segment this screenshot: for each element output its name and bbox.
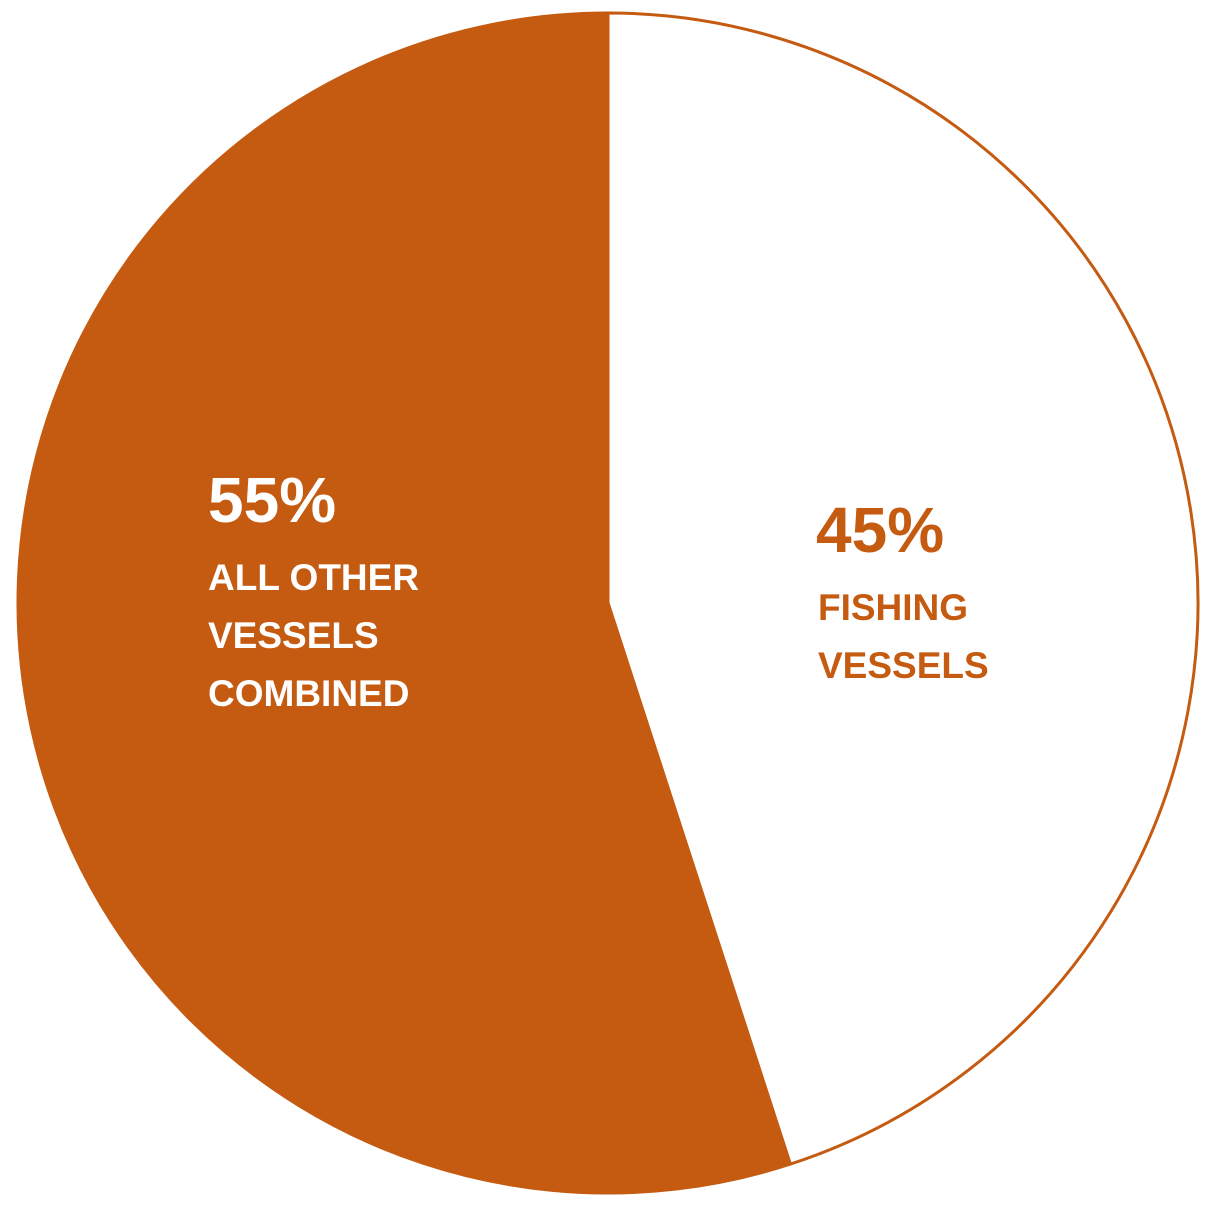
slice-label-fishing: 45% FISHING VESSELS bbox=[816, 494, 989, 686]
pie-slice-other bbox=[16, 11, 792, 1195]
slice-label-fishing-line-2: VESSELS bbox=[818, 645, 989, 686]
slice-label-other-line-3: COMBINED bbox=[208, 673, 409, 714]
slice-label-other-line-2: VESSELS bbox=[208, 615, 379, 656]
slices-layer bbox=[16, 11, 1200, 1195]
pie-slice-fishing bbox=[606, 11, 1200, 1166]
slice-label-other-line-1: ALL OTHER bbox=[208, 557, 419, 598]
slice-percent-other: 55% bbox=[208, 464, 336, 536]
slice-label-fishing-line-1: FISHING bbox=[818, 587, 968, 628]
slice-percent-fishing: 45% bbox=[816, 494, 944, 566]
slice-label-other: 55% ALL OTHER VESSELS COMBINED bbox=[208, 464, 419, 714]
